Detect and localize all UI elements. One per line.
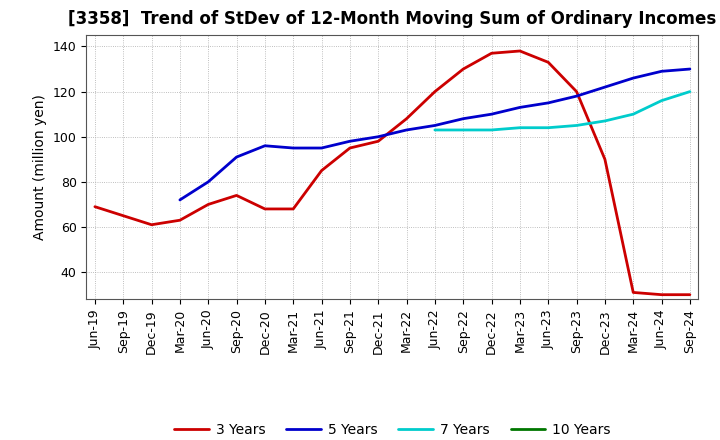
7 Years <box>657 98 666 103</box>
3 Years <box>261 206 269 212</box>
5 Years <box>374 134 382 139</box>
3 Years <box>629 290 637 295</box>
3 Years <box>402 116 411 121</box>
5 Years <box>459 116 467 121</box>
5 Years <box>204 179 212 184</box>
3 Years <box>459 66 467 72</box>
5 Years <box>516 105 524 110</box>
5 Years <box>176 197 184 202</box>
5 Years <box>572 93 581 99</box>
3 Years <box>289 206 297 212</box>
3 Years <box>657 292 666 297</box>
3 Years <box>91 204 99 209</box>
3 Years <box>148 222 156 227</box>
5 Years <box>544 100 552 106</box>
3 Years <box>176 218 184 223</box>
5 Years <box>657 69 666 74</box>
7 Years <box>544 125 552 130</box>
7 Years <box>600 118 609 124</box>
3 Years <box>431 89 439 94</box>
3 Years <box>600 157 609 162</box>
7 Years <box>459 127 467 132</box>
7 Years <box>629 111 637 117</box>
3 Years <box>572 89 581 94</box>
Line: 3 Years: 3 Years <box>95 51 690 295</box>
5 Years <box>289 145 297 150</box>
3 Years <box>685 292 694 297</box>
5 Years <box>431 123 439 128</box>
7 Years <box>516 125 524 130</box>
5 Years <box>685 66 694 72</box>
5 Years <box>629 75 637 81</box>
Y-axis label: Amount (million yen): Amount (million yen) <box>33 94 48 240</box>
5 Years <box>233 154 241 160</box>
3 Years <box>374 139 382 144</box>
Title: [3358]  Trend of StDev of 12-Month Moving Sum of Ordinary Incomes: [3358] Trend of StDev of 12-Month Moving… <box>68 10 716 28</box>
5 Years <box>487 111 496 117</box>
3 Years <box>346 145 354 150</box>
3 Years <box>544 60 552 65</box>
7 Years <box>572 123 581 128</box>
5 Years <box>346 139 354 144</box>
3 Years <box>487 51 496 56</box>
Line: 7 Years: 7 Years <box>435 92 690 130</box>
3 Years <box>516 48 524 54</box>
3 Years <box>233 193 241 198</box>
7 Years <box>685 89 694 94</box>
5 Years <box>600 84 609 90</box>
7 Years <box>431 127 439 132</box>
Line: 5 Years: 5 Years <box>180 69 690 200</box>
Legend: 3 Years, 5 Years, 7 Years, 10 Years: 3 Years, 5 Years, 7 Years, 10 Years <box>168 417 616 440</box>
5 Years <box>318 145 326 150</box>
3 Years <box>204 202 212 207</box>
7 Years <box>487 127 496 132</box>
5 Years <box>402 127 411 132</box>
3 Years <box>318 168 326 173</box>
3 Years <box>119 213 127 218</box>
5 Years <box>261 143 269 148</box>
